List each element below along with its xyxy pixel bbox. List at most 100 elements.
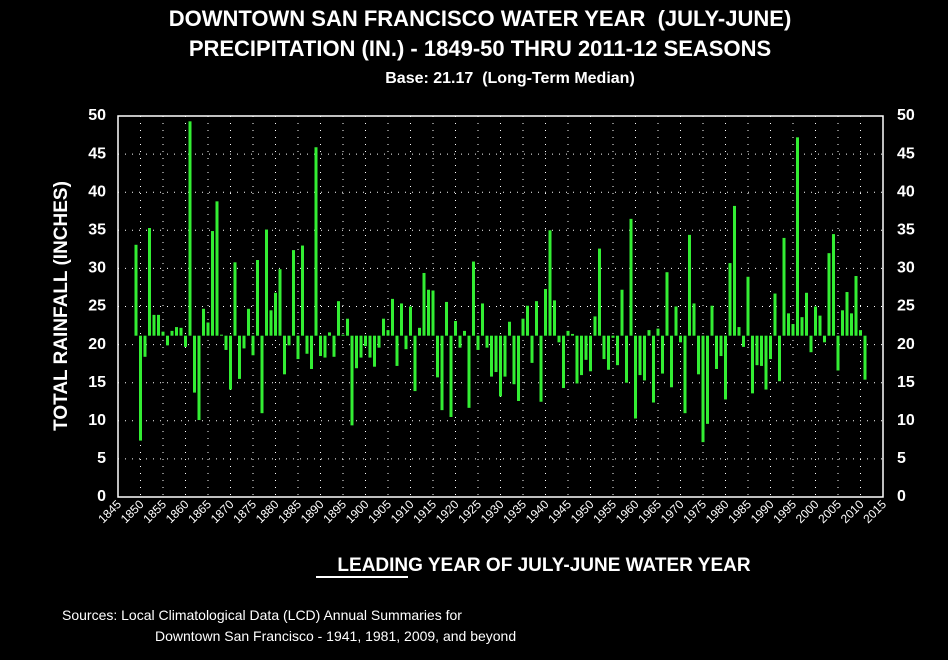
- y-tick-label: 30: [88, 260, 106, 277]
- bar: [764, 335, 768, 390]
- bar: [674, 306, 678, 336]
- bar: [494, 335, 498, 373]
- bar: [625, 335, 628, 383]
- bar: [724, 335, 727, 400]
- bar: [679, 335, 682, 343]
- bar: [157, 314, 160, 336]
- y2-tick-label: 10: [897, 412, 915, 429]
- bar: [382, 318, 385, 336]
- bar: [413, 335, 417, 392]
- bar: [400, 303, 403, 336]
- y2-tick-label: 0: [897, 488, 906, 505]
- bar: [715, 335, 718, 369]
- bar: [215, 201, 219, 336]
- bar: [728, 263, 732, 336]
- bar: [431, 290, 435, 336]
- bar: [589, 335, 592, 372]
- bar: [319, 335, 322, 357]
- bar: [166, 335, 169, 346]
- bar: [386, 330, 390, 336]
- bar: [719, 335, 723, 357]
- bar: [607, 335, 610, 370]
- chart-title: DOWNTOWN SAN FRANCISCO WATER YEAR (JULY-…: [169, 6, 792, 31]
- bar: [652, 335, 655, 403]
- bar: [233, 262, 237, 336]
- bar: [152, 314, 156, 336]
- bar: [791, 324, 795, 336]
- bar: [665, 272, 669, 336]
- bar: [602, 335, 606, 360]
- bar: [292, 250, 295, 336]
- bar: [526, 305, 529, 336]
- bar: [179, 327, 183, 336]
- bar: [553, 300, 556, 336]
- bar: [170, 330, 174, 336]
- bar: [395, 335, 399, 366]
- bar: [404, 335, 408, 350]
- bar: [710, 305, 714, 336]
- bar: [557, 335, 561, 343]
- bar: [251, 335, 255, 356]
- bar: [773, 293, 777, 336]
- bar: [463, 330, 466, 336]
- chart-title-2: PRECIPITATION (IN.) - 1849-50 THRU 2011-…: [189, 36, 771, 61]
- bar: [562, 335, 565, 389]
- bar: [247, 308, 250, 336]
- bar: [863, 335, 867, 380]
- bar: [139, 335, 142, 441]
- bar: [143, 335, 147, 357]
- bar: [832, 234, 835, 336]
- y-tick-label: 25: [88, 298, 106, 315]
- bar: [242, 335, 246, 349]
- bar: [580, 335, 583, 376]
- bar: [373, 335, 376, 367]
- bar: [310, 335, 313, 369]
- bar: [656, 328, 660, 336]
- bar: [188, 121, 192, 336]
- bar: [427, 289, 430, 336]
- bar: [341, 334, 345, 336]
- y-tick-label: 35: [88, 222, 106, 239]
- bar: [350, 335, 354, 426]
- y2-tick-label: 50: [897, 107, 915, 124]
- bar: [175, 327, 178, 336]
- y-tick-label: 40: [88, 183, 106, 200]
- plot-frame: [117, 115, 884, 498]
- bar: [337, 301, 340, 336]
- y-tick-label: 15: [88, 374, 106, 391]
- bar: [535, 301, 538, 336]
- y2-tick-label: 5: [897, 450, 906, 467]
- bar: [548, 230, 552, 336]
- bar: [161, 331, 165, 336]
- bar: [827, 253, 831, 336]
- bar: [737, 327, 741, 336]
- bar: [751, 335, 754, 394]
- y-tick-label: 0: [97, 488, 106, 505]
- subtitle: Base: 21.17 (Long-Term Median): [385, 70, 635, 87]
- bar: [512, 335, 516, 385]
- bar: [769, 335, 772, 360]
- bar: [269, 310, 273, 336]
- y2-tick-label: 15: [897, 374, 915, 391]
- bar: [274, 292, 277, 336]
- y2-tick-label: 30: [897, 260, 915, 277]
- y2-tick-label: 20: [897, 336, 915, 353]
- bar: [193, 335, 196, 393]
- bar: [692, 303, 696, 336]
- bar: [499, 335, 502, 397]
- bar: [575, 335, 579, 384]
- bar: [278, 269, 282, 336]
- bar: [305, 335, 309, 354]
- bar: [521, 318, 525, 336]
- y2-tick-label: 25: [897, 298, 915, 315]
- bar: [836, 335, 840, 371]
- bar: [760, 335, 763, 366]
- bar: [778, 335, 781, 382]
- bar: [481, 303, 484, 336]
- bar: [472, 261, 475, 336]
- bar: [184, 335, 187, 347]
- bar: [647, 330, 651, 336]
- source-line: Sources: Local Climatological Data (LCD)…: [62, 607, 462, 623]
- bar: [346, 318, 349, 336]
- bar: [220, 334, 223, 336]
